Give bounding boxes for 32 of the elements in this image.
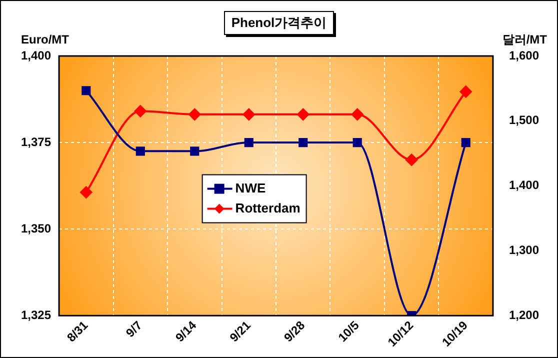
y-tick-label: 1,375: [21, 134, 52, 149]
point: [406, 154, 418, 166]
y2-axis-title: 달러/MT: [502, 32, 548, 46]
point: [80, 186, 92, 198]
chart-title: Phenol가격추이: [224, 11, 334, 35]
legend-label: Rotterdam: [235, 200, 300, 216]
y2-tick-label: 1,500: [508, 113, 540, 128]
point: [351, 108, 364, 120]
x-tick-label: 9/7: [123, 318, 146, 340]
point: [188, 108, 201, 120]
y2-tick-label: 1,200: [508, 308, 540, 322]
point: [297, 108, 310, 120]
y-axis-title: Euro/MT: [21, 32, 70, 46]
point: [352, 138, 362, 148]
point: [190, 146, 200, 156]
point: [82, 86, 91, 96]
x-tick-label: 9/21: [226, 318, 254, 345]
point: [244, 138, 254, 148]
point: [136, 146, 145, 156]
point: [242, 108, 255, 120]
point: [461, 138, 470, 148]
y2-tick-label: 1,600: [508, 48, 540, 62]
y2-tick-label: 1,300: [508, 243, 540, 257]
legend-label: NWE: [235, 180, 266, 196]
point: [298, 138, 308, 148]
x-tick-label: 8/31: [64, 318, 91, 345]
y2-tick-label: 1,400: [508, 178, 540, 192]
point: [134, 105, 146, 118]
point: [460, 86, 472, 98]
y-tick-label: 1,350: [21, 221, 52, 236]
y-tick-label: 1,325: [21, 308, 52, 322]
y-tick-label: 1,400: [21, 48, 52, 62]
